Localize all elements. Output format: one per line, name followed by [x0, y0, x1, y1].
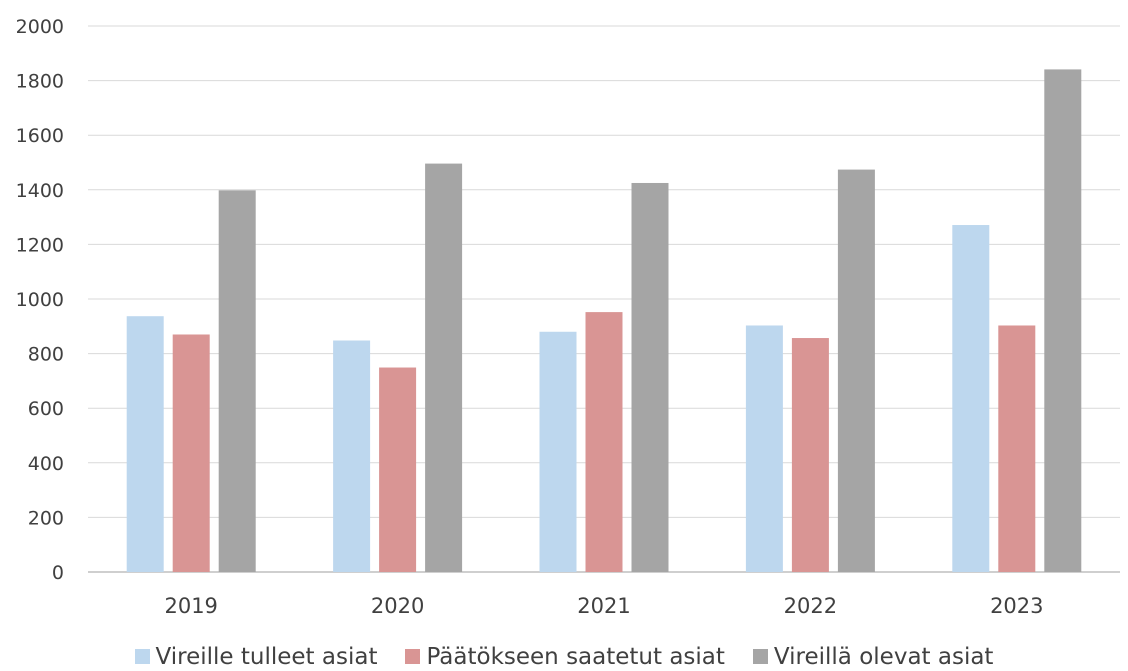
- bar-2019-series-0: [126, 316, 164, 572]
- y-tick-label: 800: [28, 344, 64, 366]
- legend: Vireille tulleet asiat Päätökseen saatet…: [0, 642, 1128, 671]
- legend-swatch: [405, 649, 421, 664]
- legend-item-vireilla-olevat: Vireillä olevat asiat: [752, 642, 994, 671]
- y-tick-label: 1400: [16, 180, 64, 202]
- bar-2023-series-1: [998, 325, 1036, 572]
- x-tick-label: 2021: [577, 594, 630, 618]
- y-axis-ticks: 0 200 400 600 800 1000 1200 1400 1600 1800 2000: [16, 16, 64, 584]
- bar-chart: 0 200 400 600 800 1000 1200 1400 1600 1800 2000 20…: [16, 16, 1120, 618]
- legend-label: Vireillä olevat asiat: [773, 643, 994, 670]
- bar-2023-series-0: [952, 225, 990, 572]
- bar-2020-series-1: [379, 367, 417, 572]
- y-tick-label: 1200: [16, 234, 64, 256]
- bar-2021-series-0: [539, 331, 577, 572]
- bar-2019-series-2: [218, 190, 256, 572]
- bars: [126, 69, 1082, 573]
- y-tick-label: 2000: [16, 16, 64, 38]
- x-tick-label: 2020: [371, 594, 424, 618]
- bar-2021-series-2: [631, 182, 669, 572]
- bar-2022-series-1: [791, 338, 829, 572]
- bar-2019-series-1: [172, 334, 210, 572]
- x-axis-ticks: 2019 2020 2021 2022 2023: [164, 594, 1043, 618]
- y-tick-label: 400: [28, 453, 64, 475]
- legend-item-paatokseen-saatetut: Päätökseen saatetut asiat: [405, 642, 725, 671]
- y-tick-label: 600: [28, 398, 64, 420]
- y-tick-label: 200: [28, 507, 64, 529]
- bar-2022-series-0: [745, 325, 783, 572]
- bar-2022-series-2: [837, 169, 875, 572]
- bar-2020-series-0: [333, 340, 371, 572]
- legend-swatch: [752, 649, 768, 664]
- x-tick-label: 2019: [164, 594, 217, 618]
- legend-label: Vireille tulleet asiat: [155, 643, 378, 670]
- legend-item-vireille-tulleet: Vireille tulleet asiat: [134, 642, 378, 671]
- legend-swatch: [134, 649, 150, 664]
- bar-2021-series-1: [585, 312, 623, 572]
- y-tick-label: 1800: [16, 71, 64, 93]
- x-tick-label: 2022: [784, 594, 837, 618]
- bar-2020-series-2: [425, 163, 463, 573]
- x-tick-label: 2023: [990, 594, 1043, 618]
- y-tick-label: 1600: [16, 125, 64, 147]
- legend-label: Päätökseen saatetut asiat: [426, 643, 725, 670]
- y-tick-label: 0: [52, 562, 64, 584]
- y-tick-label: 1000: [16, 289, 64, 311]
- bar-2023-series-2: [1044, 69, 1082, 573]
